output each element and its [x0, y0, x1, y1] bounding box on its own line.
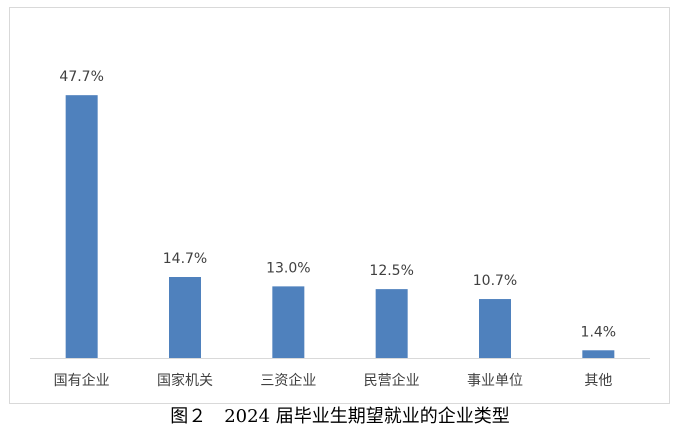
- chart-frame: [9, 7, 670, 404]
- caption: 图２ 2024 届毕业生期望就业的企业类型: [170, 406, 510, 427]
- bar: [375, 289, 408, 358]
- x-tick-label: 民营企业: [364, 372, 420, 389]
- x-tick-label: 国家机关: [157, 372, 213, 389]
- bar: [169, 277, 201, 358]
- bar: [479, 299, 511, 358]
- bar: [65, 95, 98, 358]
- bar: [272, 286, 305, 358]
- x-tick-label: 国有企业: [54, 372, 110, 389]
- value-label: 14.7%: [163, 251, 207, 267]
- value-label: 1.4%: [581, 324, 617, 340]
- value-label: 47.7%: [59, 69, 103, 85]
- bar: [582, 350, 615, 358]
- value-label: 13.0%: [266, 260, 310, 276]
- x-tick-label: 事业单位: [467, 373, 523, 389]
- value-label: 10.7%: [473, 273, 517, 289]
- value-label: 12.5%: [369, 263, 413, 279]
- x-tick-label: 其他: [584, 373, 612, 389]
- x-tick-label: 三资企业: [260, 372, 316, 389]
